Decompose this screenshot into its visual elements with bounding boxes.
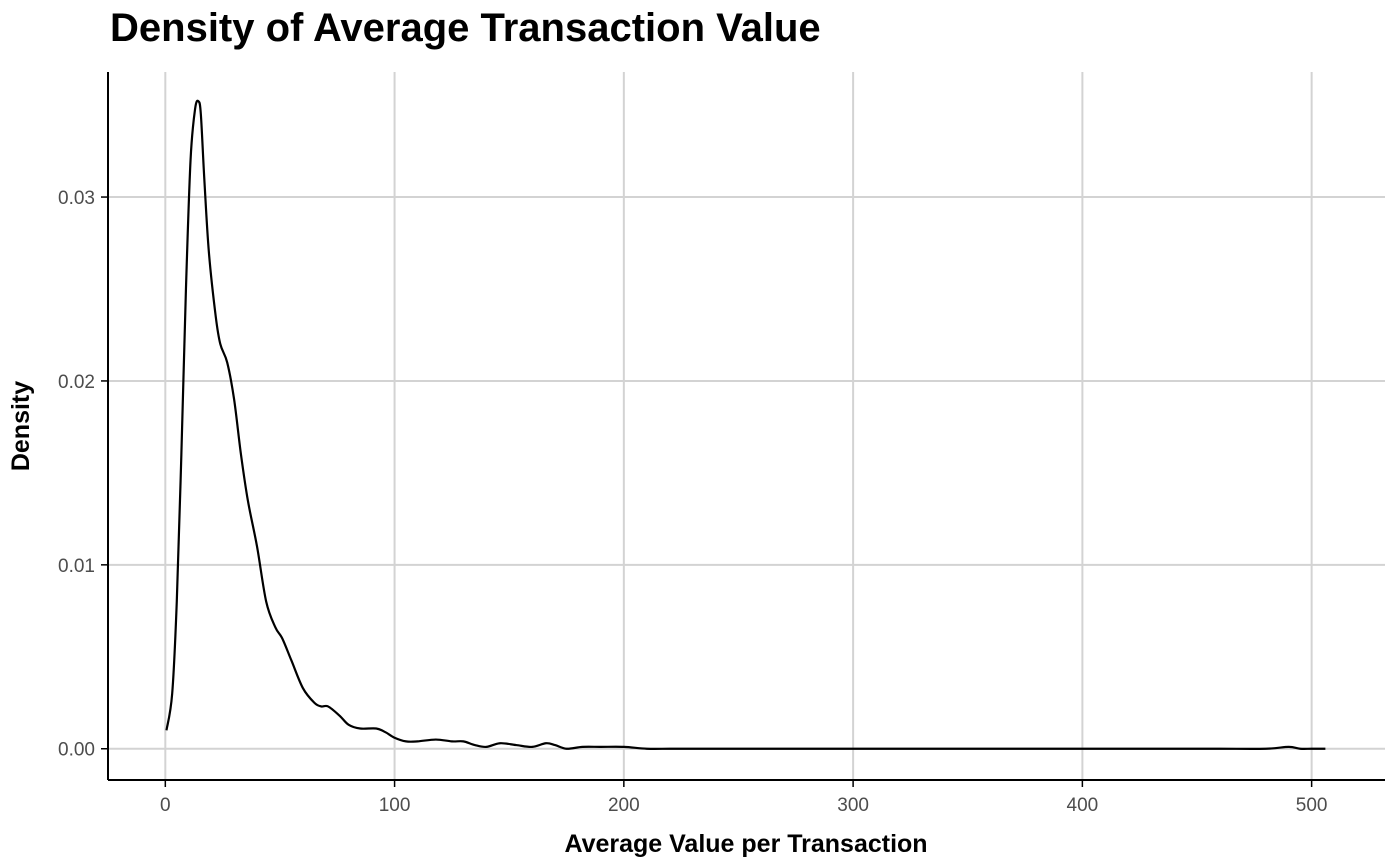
x-tick-label: 300 <box>837 795 869 816</box>
x-tick-label: 100 <box>379 795 411 816</box>
y-axis-title: Density <box>7 381 35 471</box>
y-tick-label: 0.00 <box>58 740 95 761</box>
x-tick-label: 400 <box>1067 795 1099 816</box>
y-tick-label: 0.02 <box>58 372 95 393</box>
tick-labels: 0 100 200 300 400 500 0.00 0.01 0.02 0.03 <box>58 188 1327 816</box>
density-line <box>165 99 1326 750</box>
series-layer <box>165 99 1326 750</box>
grid-lines <box>108 72 1385 780</box>
axes <box>101 72 1385 787</box>
x-tick-label: 500 <box>1296 795 1328 816</box>
y-tick-label: 0.03 <box>58 188 95 209</box>
chart-title: Density of Average Transaction Value <box>110 6 821 50</box>
y-tick-label: 0.01 <box>58 556 95 577</box>
x-tick-label: 200 <box>608 795 640 816</box>
x-tick-label: 0 <box>160 795 171 816</box>
x-axis-title: Average Value per Transaction <box>564 830 927 858</box>
